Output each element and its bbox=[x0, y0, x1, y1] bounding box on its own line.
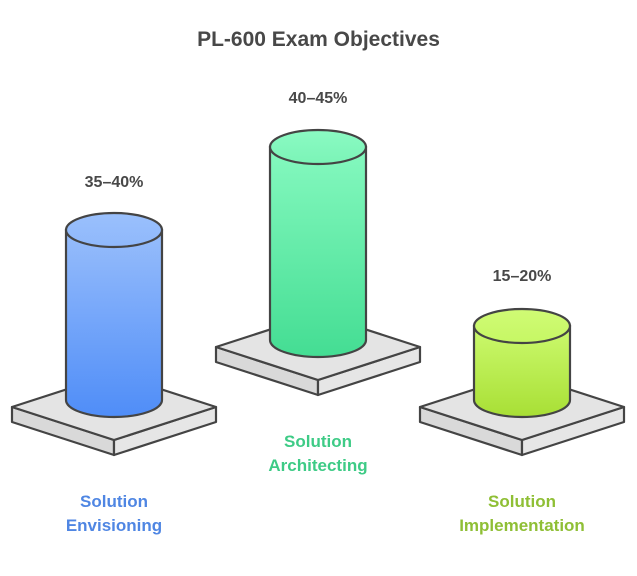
category-line-2: Implementation bbox=[459, 516, 585, 535]
cylinder bbox=[268, 128, 368, 359]
category-line-1: Solution bbox=[80, 492, 148, 511]
category-label-architecting: Solution Architecting bbox=[228, 430, 408, 478]
bar-solution-architecting bbox=[214, 128, 422, 397]
value-label-architecting: 40–45% bbox=[288, 90, 348, 107]
category-line-2: Envisioning bbox=[65, 516, 163, 535]
cylinder bbox=[472, 307, 572, 419]
category-line-1: Solution bbox=[284, 432, 352, 451]
category-label-implementation: Solution Implementation bbox=[432, 490, 612, 538]
category-line-1: Solution bbox=[488, 492, 556, 511]
cylinder bbox=[64, 211, 164, 419]
value-label-envisioning: 35–40% bbox=[84, 174, 144, 191]
category-line-2: Architecting bbox=[268, 456, 368, 475]
bar-solution-implementation bbox=[418, 307, 626, 457]
value-label-implementation: 15–20% bbox=[492, 268, 552, 285]
bar-solution-envisioning bbox=[10, 211, 218, 457]
chart-title: PL-600 Exam Objectives bbox=[197, 28, 440, 51]
category-label-envisioning: Solution Envisioning bbox=[24, 490, 204, 538]
